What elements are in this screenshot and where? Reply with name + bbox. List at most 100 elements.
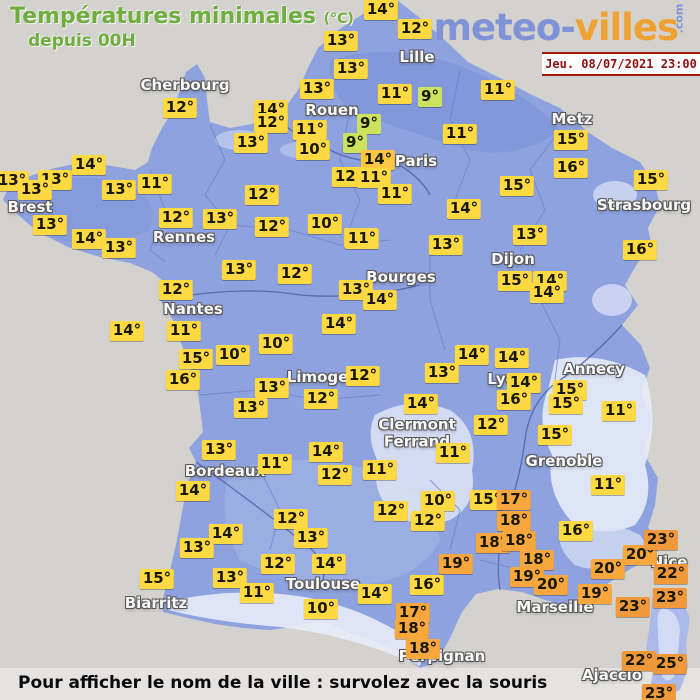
temp-badge[interactable]: 11° — [344, 229, 380, 249]
temp-badge[interactable]: 12° — [244, 185, 280, 205]
temp-badge[interactable]: 14° — [362, 290, 398, 310]
temp-badge[interactable]: 13° — [32, 215, 68, 235]
temp-badge[interactable]: 9° — [418, 87, 442, 107]
temp-badge[interactable]: 10° — [258, 334, 294, 354]
temp-badge[interactable]: 13° — [179, 538, 215, 558]
temp-badge[interactable]: 14° — [360, 150, 396, 170]
temp-badge[interactable]: 14° — [446, 199, 482, 219]
temp-badge[interactable]: 15° — [178, 349, 214, 369]
temp-badge[interactable]: 13° — [333, 59, 369, 79]
temp-badge[interactable]: 18° — [519, 550, 555, 570]
temp-badge[interactable]: 15° — [537, 425, 573, 445]
temp-badge[interactable]: 13° — [101, 180, 137, 200]
temp-badge[interactable]: 19° — [577, 584, 613, 604]
temp-badge[interactable]: 10° — [420, 491, 456, 511]
temp-badge[interactable]: 20° — [533, 575, 569, 595]
temp-badge[interactable]: 11° — [601, 401, 637, 421]
temp-badge[interactable]: 18° — [405, 639, 441, 659]
temp-badge[interactable]: 12° — [345, 366, 381, 386]
temp-badge[interactable]: 11° — [239, 583, 275, 603]
temp-badge[interactable]: 16° — [165, 370, 201, 390]
temp-badge[interactable]: 14° — [109, 321, 145, 341]
temp-badge[interactable]: 13° — [293, 528, 329, 548]
temp-badge[interactable]: 11° — [137, 174, 173, 194]
temp-badge[interactable]: 11° — [292, 120, 328, 140]
temp-badge[interactable]: 15° — [499, 176, 535, 196]
temp-badge[interactable]: 12° — [254, 217, 290, 237]
temp-badge[interactable]: 23° — [652, 588, 688, 608]
temp-badge[interactable]: 14° — [506, 373, 542, 393]
temp-badge[interactable]: 19° — [438, 554, 474, 574]
temp-badge[interactable]: 22° — [621, 651, 657, 671]
temp-badge[interactable]: 13° — [221, 260, 257, 280]
temp-badge[interactable]: 12° — [303, 389, 339, 409]
temp-badge[interactable]: 15° — [633, 170, 669, 190]
temp-badge[interactable]: 14° — [363, 0, 399, 20]
temp-badge[interactable]: 23° — [615, 597, 651, 617]
temp-badge[interactable]: 16° — [496, 390, 532, 410]
temp-badge[interactable]: 15° — [469, 490, 505, 510]
temp-badge[interactable]: 9° — [343, 133, 367, 153]
temp-badge[interactable]: 23° — [641, 684, 677, 700]
temp-badge[interactable]: 10° — [307, 214, 343, 234]
temp-badge[interactable]: 15° — [548, 394, 584, 414]
temp-badge[interactable]: 11° — [435, 443, 471, 463]
temp-badge[interactable]: 11° — [480, 80, 516, 100]
temp-badge[interactable]: 13° — [428, 235, 464, 255]
temp-badge[interactable]: 12° — [162, 98, 198, 118]
temp-badge[interactable]: 17° — [496, 490, 532, 510]
temp-badge[interactable]: 14° — [311, 554, 347, 574]
meteo-villes-logo[interactable]: meteo-villes .com — [433, 4, 685, 49]
temp-badge[interactable]: 11° — [356, 168, 392, 188]
temp-badge[interactable]: 11° — [362, 460, 398, 480]
temp-badge[interactable]: 12° — [260, 554, 296, 574]
temp-badge[interactable]: 11° — [442, 124, 478, 144]
temp-badge[interactable]: 11° — [257, 454, 293, 474]
temp-badge[interactable]: 13° — [512, 225, 548, 245]
temp-badge[interactable]: 12° — [253, 113, 289, 133]
temp-badge[interactable]: 11° — [166, 321, 202, 341]
temp-badge[interactable]: 14° — [321, 314, 357, 334]
temp-badge[interactable]: 10° — [215, 345, 251, 365]
temp-badge[interactable]: 13° — [202, 209, 238, 229]
temp-badge[interactable]: 16° — [622, 240, 658, 260]
temp-badge[interactable]: 13° — [254, 378, 290, 398]
temp-badge[interactable]: 13° — [101, 238, 137, 258]
temp-badge[interactable]: 13° — [323, 31, 359, 51]
temp-badge[interactable]: 13° — [17, 180, 53, 200]
temp-badge[interactable]: 14° — [71, 229, 107, 249]
temp-badge[interactable]: 12° — [158, 208, 194, 228]
temp-badge[interactable]: 12° — [410, 511, 446, 531]
temp-badge[interactable]: 14° — [175, 481, 211, 501]
temp-badge[interactable]: 12° — [473, 415, 509, 435]
temp-badge[interactable]: 20° — [590, 559, 626, 579]
temp-badge[interactable]: 18° — [394, 619, 430, 639]
temp-badge[interactable]: 16° — [558, 521, 594, 541]
temp-badge[interactable]: 14° — [71, 155, 107, 175]
temp-badge[interactable]: 13° — [201, 440, 237, 460]
temp-badge[interactable]: 11° — [377, 184, 413, 204]
temp-badge[interactable]: 12° — [373, 501, 409, 521]
temp-badge[interactable]: 22° — [653, 564, 689, 584]
temp-badge[interactable]: 12° — [397, 19, 433, 39]
temp-badge[interactable]: 15° — [497, 271, 533, 291]
temp-badge[interactable]: 25° — [652, 654, 688, 674]
temp-badge[interactable]: 13° — [233, 133, 269, 153]
temp-badge[interactable]: 16° — [553, 158, 589, 178]
temp-badge[interactable]: 9° — [357, 114, 381, 134]
temp-badge[interactable]: 14° — [308, 442, 344, 462]
temp-badge[interactable]: 11° — [590, 475, 626, 495]
temp-badge[interactable]: 17° — [395, 603, 431, 623]
temp-badge[interactable]: 12° — [158, 280, 194, 300]
temp-badge[interactable]: 14° — [454, 345, 490, 365]
temp-badge[interactable]: 10° — [303, 599, 339, 619]
temp-badge[interactable]: 12° — [277, 264, 313, 284]
temp-badge[interactable]: 14° — [403, 394, 439, 414]
temp-badge[interactable]: 10° — [295, 140, 331, 160]
temp-badge[interactable]: 12° — [273, 509, 309, 529]
temp-badge[interactable]: 23° — [643, 530, 679, 550]
temp-badge[interactable]: 11° — [377, 84, 413, 104]
temp-badge[interactable]: 16° — [409, 575, 445, 595]
temp-badge[interactable]: 18° — [501, 531, 537, 551]
temp-badge[interactable]: 15° — [139, 569, 175, 589]
